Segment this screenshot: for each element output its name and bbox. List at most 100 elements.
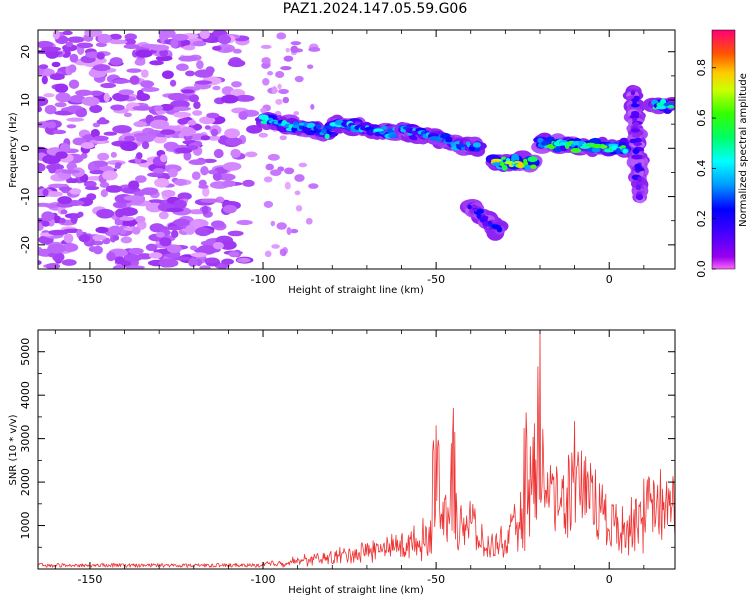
heatmap-cell xyxy=(622,148,629,154)
heatmap-cell xyxy=(202,186,210,197)
heatmap-cell xyxy=(193,101,201,110)
heatmap-cell xyxy=(210,220,225,229)
heatmap-cell xyxy=(112,124,132,134)
heatmap-cell xyxy=(38,260,42,265)
heatmap-cell xyxy=(234,94,255,102)
heatmap-cell xyxy=(306,122,316,128)
heatmap-cell xyxy=(237,257,251,263)
heatmap-cell xyxy=(132,105,153,111)
heatmap-cell xyxy=(44,203,59,208)
heatmap-cell xyxy=(458,144,466,148)
heatmap-cell xyxy=(655,105,667,110)
heatmap-cell xyxy=(192,40,207,47)
colorbar-tick-label: 0.8 xyxy=(695,59,708,77)
heatmap-cell xyxy=(80,142,95,149)
heatmap-cell xyxy=(284,167,295,175)
heatmap-cell xyxy=(173,218,190,226)
heatmap-cell xyxy=(123,135,136,142)
heatmap-cell xyxy=(41,75,48,85)
heatmap-cell xyxy=(169,79,177,87)
heatmap-cell xyxy=(481,215,489,220)
heatmap-cell xyxy=(578,140,585,146)
heatmap-cell xyxy=(227,230,244,237)
heatmap-cell xyxy=(109,33,122,40)
heatmap-cell xyxy=(152,168,166,174)
heatmap-cell xyxy=(289,228,299,234)
heatmap-cell xyxy=(99,181,110,188)
heatmap-cells xyxy=(38,30,675,269)
heatmap-cell xyxy=(282,96,290,104)
heatmap-cell xyxy=(159,103,174,111)
heatmap-cell xyxy=(108,39,128,45)
heatmap-cell xyxy=(530,164,537,170)
heatmap-cell xyxy=(38,106,42,113)
heatmap-cell xyxy=(315,124,322,130)
heatmap-cell xyxy=(170,38,179,49)
heatmap-cell xyxy=(280,65,292,71)
heatmap-cell xyxy=(153,105,164,111)
heatmap-cell xyxy=(308,47,321,52)
heatmap-cell xyxy=(172,111,192,118)
heatmap-cell xyxy=(147,172,163,178)
heatmap-cell xyxy=(161,189,176,198)
heatmap-cell xyxy=(225,137,243,147)
heatmap-cell xyxy=(52,129,67,135)
heatmap-cell xyxy=(242,179,255,187)
heatmap-cell xyxy=(96,52,105,60)
heatmap-cell xyxy=(185,224,196,235)
heatmap-cell xyxy=(198,184,209,189)
heatmap-cell xyxy=(84,30,103,37)
heatmap-cell xyxy=(141,141,150,150)
heatmap-cell xyxy=(66,124,77,129)
heatmap-cell xyxy=(267,153,280,161)
heatmap-cell xyxy=(135,215,146,223)
heatmap-cell xyxy=(128,180,140,191)
heatmap-cell xyxy=(380,125,388,130)
heatmap-cell xyxy=(131,226,141,235)
heatmap-cell xyxy=(136,152,143,160)
heatmap-cell xyxy=(89,169,104,175)
heatmap-cell xyxy=(223,204,237,214)
heatmap-cell xyxy=(123,43,140,49)
heatmap-cell xyxy=(135,135,155,143)
heatmap-cell xyxy=(116,256,123,264)
heatmap-cell xyxy=(154,177,170,188)
heatmap-cell xyxy=(69,53,79,63)
heatmap-cell xyxy=(134,59,146,66)
heatmap-cell xyxy=(180,126,195,137)
heatmap-cell xyxy=(476,208,485,214)
heatmap-cell xyxy=(59,143,71,153)
heatmap-cell xyxy=(222,180,236,187)
heatmap-cell xyxy=(158,258,179,268)
heatmap-cell xyxy=(66,117,85,122)
heatmap-cell xyxy=(170,99,190,109)
heatmap-cell xyxy=(633,95,640,101)
heatmap-cell xyxy=(210,128,219,137)
heatmap-cell xyxy=(278,88,289,94)
heatmap-cell xyxy=(213,148,224,159)
heatmap-cell xyxy=(230,148,241,158)
heatmap-cell xyxy=(61,259,77,266)
heatmap-cell xyxy=(118,89,135,96)
y-tick-label: 4000 xyxy=(19,381,32,409)
y-tick-label: -20 xyxy=(19,236,32,254)
heatmap-cell xyxy=(267,71,274,76)
heatmap-cell xyxy=(294,75,304,83)
heatmap-frame xyxy=(37,29,676,270)
heatmap-cell xyxy=(166,244,182,254)
colorbar-label: Normalized spectral amplitude xyxy=(738,73,749,227)
heatmap-cell xyxy=(69,188,82,195)
heatmap-cell xyxy=(84,186,100,191)
colorbar-gradient xyxy=(711,29,736,270)
heatmap-cell xyxy=(46,121,57,129)
heatmap-cell xyxy=(212,45,222,51)
heatmap-cell xyxy=(123,195,144,201)
colorbar-tick-label: 0.0 xyxy=(695,260,708,278)
heatmap-cell xyxy=(83,180,97,188)
heatmap-cell xyxy=(199,30,210,40)
heatmap-cell xyxy=(632,121,639,127)
heatmap-cell xyxy=(108,225,123,234)
heatmap-cell xyxy=(68,178,79,184)
heatmap-cell xyxy=(106,251,116,262)
heatmap-cell xyxy=(227,59,246,68)
